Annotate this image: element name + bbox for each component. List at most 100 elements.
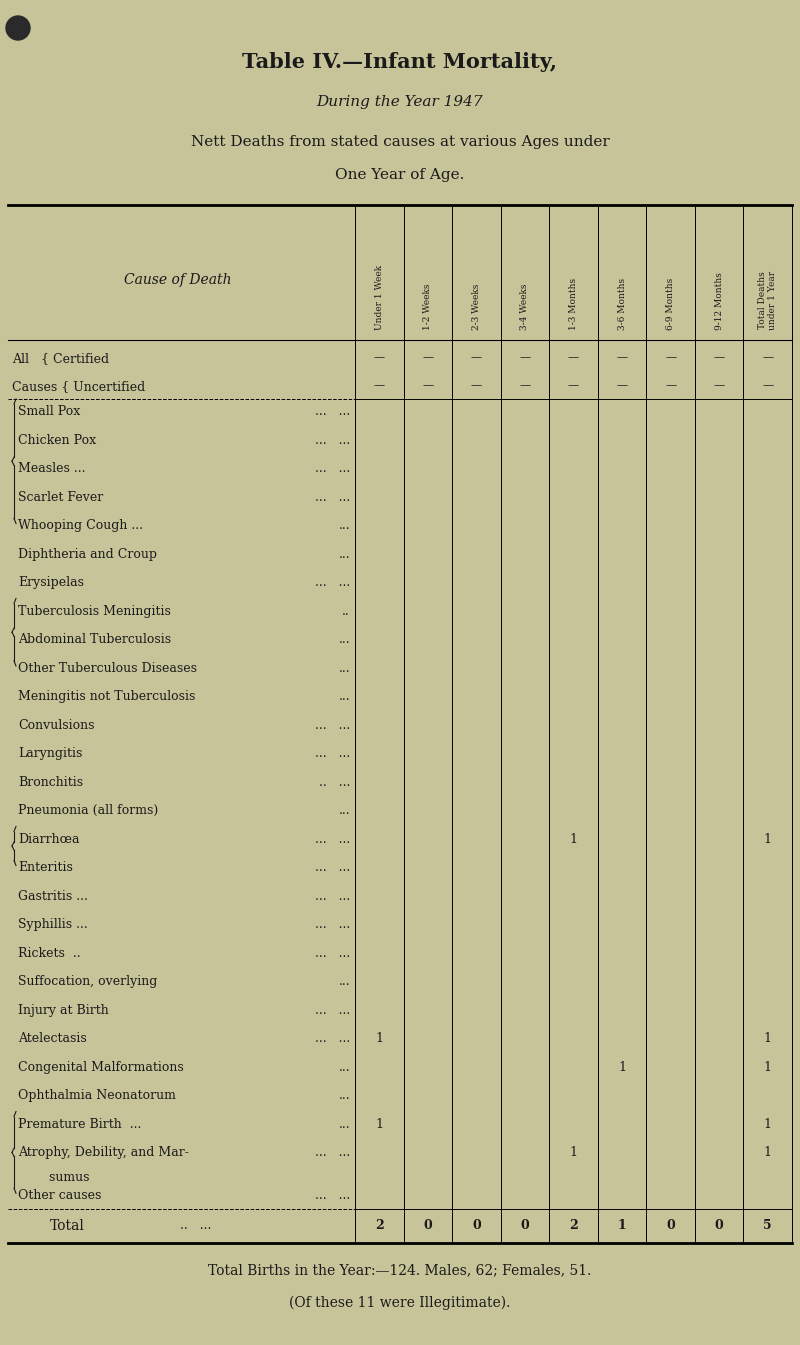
Text: Ophthalmia Neonatorum: Ophthalmia Neonatorum: [18, 1089, 176, 1102]
Text: ...   ...: ... ...: [314, 947, 350, 959]
Text: 1-3 Months: 1-3 Months: [569, 278, 578, 330]
Text: Gastritis ...: Gastritis ...: [18, 889, 88, 902]
Text: —: —: [762, 352, 774, 362]
Text: ...   ...: ... ...: [314, 833, 350, 846]
Text: ...   ...: ... ...: [314, 1146, 350, 1159]
Text: ...   ...: ... ...: [314, 491, 350, 503]
Text: ...   ...: ... ...: [314, 405, 350, 418]
Text: Erysipelas: Erysipelas: [18, 576, 84, 589]
Text: Table IV.—Infant Mortality,: Table IV.—Infant Mortality,: [242, 52, 558, 73]
Text: 0: 0: [666, 1220, 675, 1232]
Text: 1: 1: [764, 1118, 772, 1131]
Text: —: —: [568, 352, 579, 362]
Text: ...: ...: [338, 547, 350, 561]
Text: 1: 1: [764, 1146, 772, 1159]
Text: 2: 2: [375, 1220, 384, 1232]
Text: One Year of Age.: One Year of Age.: [335, 168, 465, 182]
Text: —: —: [762, 381, 774, 390]
Text: sumus: sumus: [33, 1171, 90, 1184]
Text: 0: 0: [472, 1220, 481, 1232]
Text: —: —: [568, 381, 579, 390]
Text: Rickets  ..: Rickets ..: [18, 947, 81, 959]
Text: ...: ...: [338, 804, 350, 816]
Text: ...   ...: ... ...: [314, 889, 350, 902]
Text: —: —: [714, 352, 725, 362]
Text: ...   ...: ... ...: [314, 1189, 350, 1201]
Text: —: —: [519, 352, 530, 362]
Text: 0: 0: [423, 1220, 432, 1232]
Text: ...   ...: ... ...: [314, 718, 350, 732]
Text: ...   ...: ... ...: [314, 746, 350, 760]
Text: ...: ...: [338, 1118, 350, 1131]
Text: 0: 0: [521, 1220, 530, 1232]
Text: 2: 2: [569, 1220, 578, 1232]
Text: 1: 1: [570, 833, 578, 846]
Text: 0: 0: [714, 1220, 723, 1232]
Text: Diphtheria and Croup: Diphtheria and Croup: [18, 547, 157, 561]
Text: Meningitis not Tuberculosis: Meningitis not Tuberculosis: [18, 690, 195, 703]
Text: 3-4 Weeks: 3-4 Weeks: [521, 284, 530, 330]
Text: ...   ...: ... ...: [314, 1003, 350, 1017]
Text: —: —: [714, 381, 725, 390]
Text: Atrophy, Debility, and Mar-: Atrophy, Debility, and Mar-: [18, 1146, 189, 1159]
Text: All   { Certified: All { Certified: [12, 352, 109, 364]
Text: ..   ...: .. ...: [180, 1220, 211, 1232]
Text: —: —: [422, 352, 434, 362]
Text: Enteritis: Enteritis: [18, 861, 73, 874]
Text: 1: 1: [764, 1060, 772, 1073]
Text: Total: Total: [50, 1220, 85, 1233]
Text: Total Births in the Year:—124. Males, 62; Females, 51.: Total Births in the Year:—124. Males, 62…: [208, 1263, 592, 1278]
Text: ..: ..: [342, 604, 350, 617]
Text: (Of these 11 were Illegitimate).: (Of these 11 were Illegitimate).: [290, 1295, 510, 1310]
Text: Laryngitis: Laryngitis: [18, 746, 82, 760]
Text: Abdominal Tuberculosis: Abdominal Tuberculosis: [18, 633, 171, 646]
Text: Suffocation, overlying: Suffocation, overlying: [18, 975, 158, 989]
Text: Whooping Cough ...: Whooping Cough ...: [18, 519, 143, 533]
Text: Cause of Death: Cause of Death: [124, 273, 231, 286]
Text: —: —: [617, 352, 628, 362]
Text: 1: 1: [618, 1060, 626, 1073]
Text: Diarrhœa: Diarrhœa: [18, 833, 79, 846]
Circle shape: [6, 16, 30, 40]
Text: 2-3 Weeks: 2-3 Weeks: [472, 284, 481, 330]
Text: ...: ...: [338, 690, 350, 703]
Text: ...: ...: [338, 975, 350, 989]
Text: Congenital Malformations: Congenital Malformations: [18, 1060, 184, 1073]
Text: Other causes: Other causes: [18, 1189, 102, 1201]
Text: ...   ...: ... ...: [314, 433, 350, 447]
Text: Pneumonia (all forms): Pneumonia (all forms): [18, 804, 158, 816]
Text: —: —: [471, 381, 482, 390]
Text: Scarlet Fever: Scarlet Fever: [18, 491, 103, 503]
Text: —: —: [374, 352, 385, 362]
Text: Atelectasis: Atelectasis: [18, 1032, 86, 1045]
Text: ...: ...: [338, 1060, 350, 1073]
Text: Chicken Pox: Chicken Pox: [18, 433, 96, 447]
Text: ...   ...: ... ...: [314, 919, 350, 931]
Text: Nett Deaths from stated causes at various Ages under: Nett Deaths from stated causes at variou…: [190, 134, 610, 149]
Text: 1: 1: [375, 1118, 383, 1131]
Text: Syphillis ...: Syphillis ...: [18, 919, 88, 931]
Text: —: —: [471, 352, 482, 362]
Text: Convulsions: Convulsions: [18, 718, 94, 732]
Text: Under 1 Week: Under 1 Week: [374, 265, 384, 330]
Text: —: —: [519, 381, 530, 390]
Text: —: —: [374, 381, 385, 390]
Text: 1-2 Weeks: 1-2 Weeks: [423, 284, 432, 330]
Text: ...: ...: [338, 633, 350, 646]
Text: During the Year 1947: During the Year 1947: [317, 95, 483, 109]
Text: 1: 1: [618, 1220, 626, 1232]
Text: Total Deaths
under 1 Year: Total Deaths under 1 Year: [758, 270, 778, 330]
Text: —: —: [665, 381, 676, 390]
Text: ...   ...: ... ...: [314, 461, 350, 475]
Text: ...: ...: [338, 519, 350, 533]
Text: Premature Birth  ...: Premature Birth ...: [18, 1118, 142, 1131]
Text: 1: 1: [764, 833, 772, 846]
Text: 3-6 Months: 3-6 Months: [618, 278, 626, 330]
Text: ...   ...: ... ...: [314, 576, 350, 589]
Text: Causes { Uncertified: Causes { Uncertified: [12, 381, 146, 393]
Text: ..   ...: .. ...: [318, 776, 350, 788]
Text: 9-12 Months: 9-12 Months: [714, 272, 724, 330]
Text: —: —: [617, 381, 628, 390]
Text: 1: 1: [764, 1032, 772, 1045]
Text: Bronchitis: Bronchitis: [18, 776, 83, 788]
